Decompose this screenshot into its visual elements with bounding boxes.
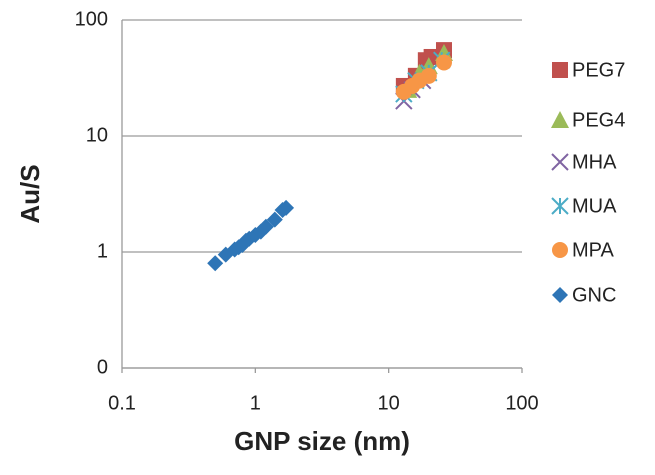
y-tick-label: 1	[97, 240, 108, 262]
y-tick-label: 0	[97, 356, 108, 378]
x-tick-label: 10	[378, 392, 400, 414]
x-tick-label: 100	[505, 392, 538, 414]
legend-marker	[551, 197, 569, 215]
data-point	[266, 211, 283, 228]
y-axis-title: Au/S	[15, 164, 45, 223]
data-point	[278, 199, 295, 216]
legend-label: PEG7	[572, 59, 625, 81]
legend-label: MPA	[572, 239, 615, 261]
legend-label: MHA	[572, 151, 617, 173]
data-point	[247, 227, 264, 244]
data-point	[420, 67, 437, 84]
y-tick-label: 10	[86, 124, 108, 146]
data-point	[435, 54, 452, 71]
y-tick-label: 100	[75, 8, 108, 30]
x-tick-label: 0.1	[108, 392, 136, 414]
x-axis-title: GNP size (nm)	[234, 426, 410, 456]
data-point	[257, 218, 274, 235]
legend-marker	[551, 111, 569, 128]
data-point	[207, 255, 224, 272]
legend-label: PEG4	[572, 109, 625, 131]
legend-marker	[552, 242, 568, 258]
legend-label: MUA	[572, 195, 617, 217]
legend-marker	[552, 287, 568, 303]
x-tick-label: 1	[250, 392, 261, 414]
legend-marker	[552, 62, 568, 78]
legend-label: GNC	[572, 284, 616, 306]
legend-marker	[551, 153, 569, 171]
